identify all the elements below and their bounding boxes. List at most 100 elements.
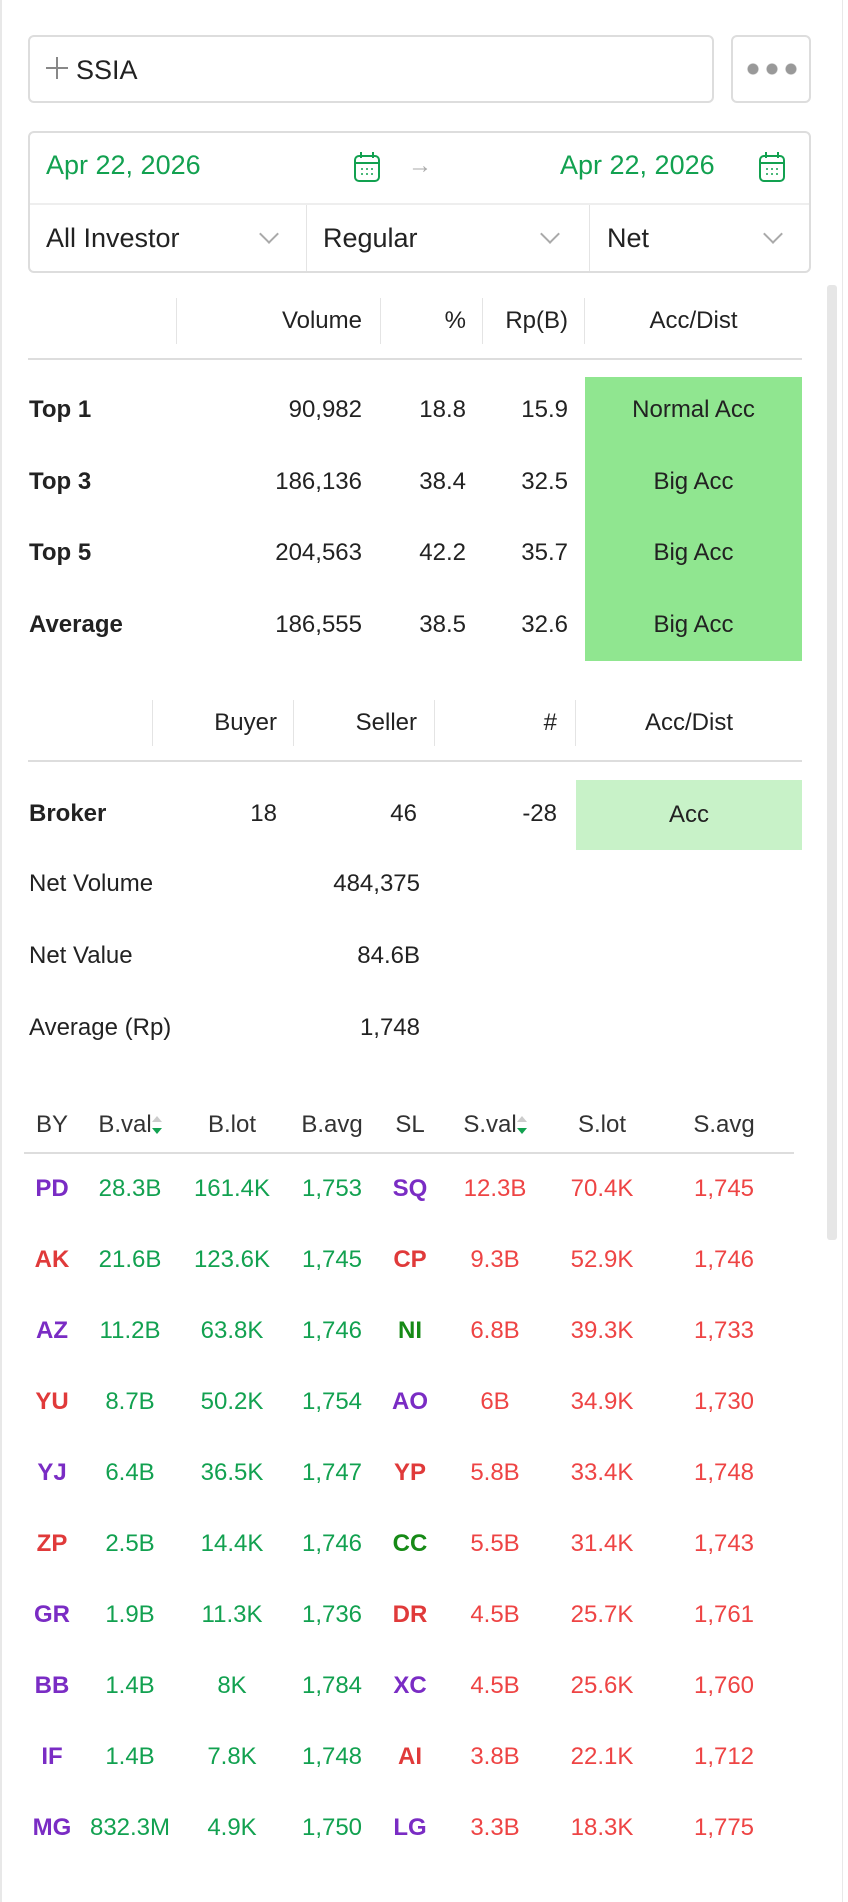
col-by: BY — [35, 1110, 68, 1138]
divider — [30, 203, 809, 205]
buyer-code[interactable]: YU — [35, 1387, 69, 1415]
seller-code[interactable]: NI — [398, 1316, 422, 1344]
seller-code[interactable]: LG — [393, 1813, 427, 1841]
buyer-count: 18 — [250, 800, 277, 827]
header-rp: Rp(B) — [505, 307, 568, 334]
buyer-code[interactable]: IF — [41, 1742, 63, 1770]
sell-value: 4.5B — [470, 1671, 520, 1699]
sell-value: 9.3B — [470, 1245, 520, 1273]
row-rp: 32.6 — [521, 611, 568, 638]
mode-select[interactable]: Net — [590, 205, 810, 271]
sell-lot: 18.3K — [570, 1813, 634, 1841]
row-pct: 38.5 — [419, 611, 466, 638]
buy-avg: 1,753 — [301, 1175, 363, 1202]
seller-code[interactable]: AO — [392, 1387, 428, 1415]
row-status: Big Acc — [653, 468, 734, 495]
sort-icon[interactable] — [151, 1116, 162, 1135]
sell-lot: 52.9K — [570, 1245, 634, 1273]
buyer-code[interactable]: MG — [32, 1813, 72, 1841]
chevron-down-icon — [259, 224, 279, 244]
row-rp: 32.5 — [521, 468, 568, 495]
row-status: Big Acc — [653, 539, 734, 566]
buy-value: 1.4B — [105, 1742, 155, 1770]
net-volume-label: Net Volume — [29, 870, 154, 897]
sell-value: 12.3B — [463, 1175, 527, 1202]
filter-box — [28, 131, 811, 273]
col-sval[interactable]: S.val — [440, 1097, 550, 1153]
sell-avg: 1,743 — [693, 1529, 755, 1557]
col-blot: B.lot — [207, 1110, 257, 1138]
seller-code[interactable]: YP — [393, 1458, 426, 1486]
calendar-icon[interactable] — [353, 151, 381, 183]
seller-code[interactable]: CC — [392, 1529, 428, 1557]
buy-avg: 1,746 — [301, 1529, 363, 1557]
sell-value: 6.8B — [470, 1316, 520, 1344]
broker-row: YJ 6.4B 36.5K 1,747 YP 5.8B 33.4K 1,748 — [24, 1437, 794, 1508]
investor-select[interactable]: All Investor — [30, 205, 306, 271]
buy-avg: 1,754 — [301, 1387, 363, 1415]
seller-code[interactable]: AI — [398, 1742, 422, 1770]
stock-search-input[interactable]: SSIA — [28, 35, 714, 103]
buyer-code[interactable]: ZP — [36, 1529, 68, 1557]
end-date[interactable]: Apr 22, 2026 — [560, 150, 715, 180]
broker-label: Broker — [29, 800, 107, 827]
net-volume: 484,375 — [333, 870, 420, 897]
broker-row: MG 832.3M 4.9K 1,750 LG 3.3B 18.3K 1,775 — [24, 1792, 794, 1863]
header-net: # — [543, 709, 557, 736]
investor-value: All Investor — [46, 223, 180, 253]
col-bval[interactable]: B.val — [80, 1097, 180, 1153]
broker-row: BB 1.4B 8K 1,784 XC 4.5B 25.6K 1,760 — [24, 1650, 794, 1721]
seller-code[interactable]: DR — [392, 1600, 428, 1628]
net-count: -28 — [522, 800, 557, 827]
sell-avg: 1,712 — [693, 1742, 755, 1770]
buy-value: 6.4B — [105, 1458, 155, 1486]
header-buyer: Buyer — [214, 709, 277, 736]
buy-avg: 1,746 — [301, 1316, 363, 1344]
seller-code[interactable]: SQ — [392, 1175, 428, 1202]
broker-row: ZP 2.5B 14.4K 1,746 CC 5.5B 31.4K 1,743 — [24, 1508, 794, 1579]
seller-code[interactable]: CP — [393, 1245, 427, 1273]
sell-avg: 1,748 — [693, 1458, 755, 1486]
sell-value: 3.3B — [470, 1813, 520, 1841]
col-bavg: B.avg — [301, 1110, 363, 1138]
row-label: Average — [29, 611, 123, 638]
chevron-down-icon — [763, 224, 783, 244]
buyer-code[interactable]: YJ — [37, 1458, 67, 1486]
more-button[interactable] — [731, 35, 811, 103]
buyer-code[interactable]: PD — [35, 1175, 69, 1202]
sell-value: 3.8B — [470, 1742, 520, 1770]
broker-row: AK 21.6B 123.6K 1,745 CP 9.3B 52.9K 1,74… — [24, 1224, 794, 1295]
header-pct: % — [444, 307, 466, 334]
row-pct: 42.2 — [419, 539, 466, 566]
buyer-code[interactable]: AK — [34, 1245, 70, 1273]
col-slot: S.lot — [577, 1110, 627, 1138]
seller-count: 46 — [390, 800, 417, 827]
buy-avg: 1,745 — [301, 1245, 363, 1273]
row-volume: 204,563 — [275, 539, 362, 566]
col-savg: S.avg — [693, 1110, 755, 1138]
row-volume: 186,555 — [275, 611, 362, 638]
buyer-code[interactable]: GR — [34, 1600, 70, 1628]
scrollbar[interactable] — [827, 285, 837, 1240]
row-volume: 186,136 — [275, 468, 362, 495]
buy-value: 28.3B — [98, 1175, 162, 1202]
calendar-icon[interactable] — [758, 151, 786, 183]
broker-row: IF 1.4B 7.8K 1,748 AI 3.8B 22.1K 1,712 — [24, 1721, 794, 1792]
buyer-code[interactable]: BB — [34, 1671, 70, 1699]
acc-status-text: Acc — [668, 801, 709, 828]
buy-value: 11.2B — [99, 1316, 161, 1344]
header-seller: Seller — [355, 709, 417, 736]
sell-value: 4.5B — [470, 1600, 520, 1628]
sell-value: 6B — [480, 1387, 510, 1415]
start-date[interactable]: Apr 22, 2026 — [46, 150, 201, 180]
row-volume: 90,982 — [288, 396, 362, 423]
seller-code[interactable]: XC — [393, 1671, 427, 1699]
buy-lot: 63.8K — [200, 1316, 264, 1344]
col-sl: SL — [395, 1110, 425, 1138]
market-select[interactable]: Regular — [307, 205, 589, 271]
sort-icon[interactable] — [516, 1116, 527, 1135]
broker-row: GR 1.9B 11.3K 1,736 DR 4.5B 25.7K 1,761 — [24, 1579, 794, 1650]
col-bval-label: B.val — [98, 1110, 152, 1138]
buy-lot: 11.3K — [201, 1600, 263, 1628]
buyer-code[interactable]: AZ — [36, 1316, 68, 1344]
